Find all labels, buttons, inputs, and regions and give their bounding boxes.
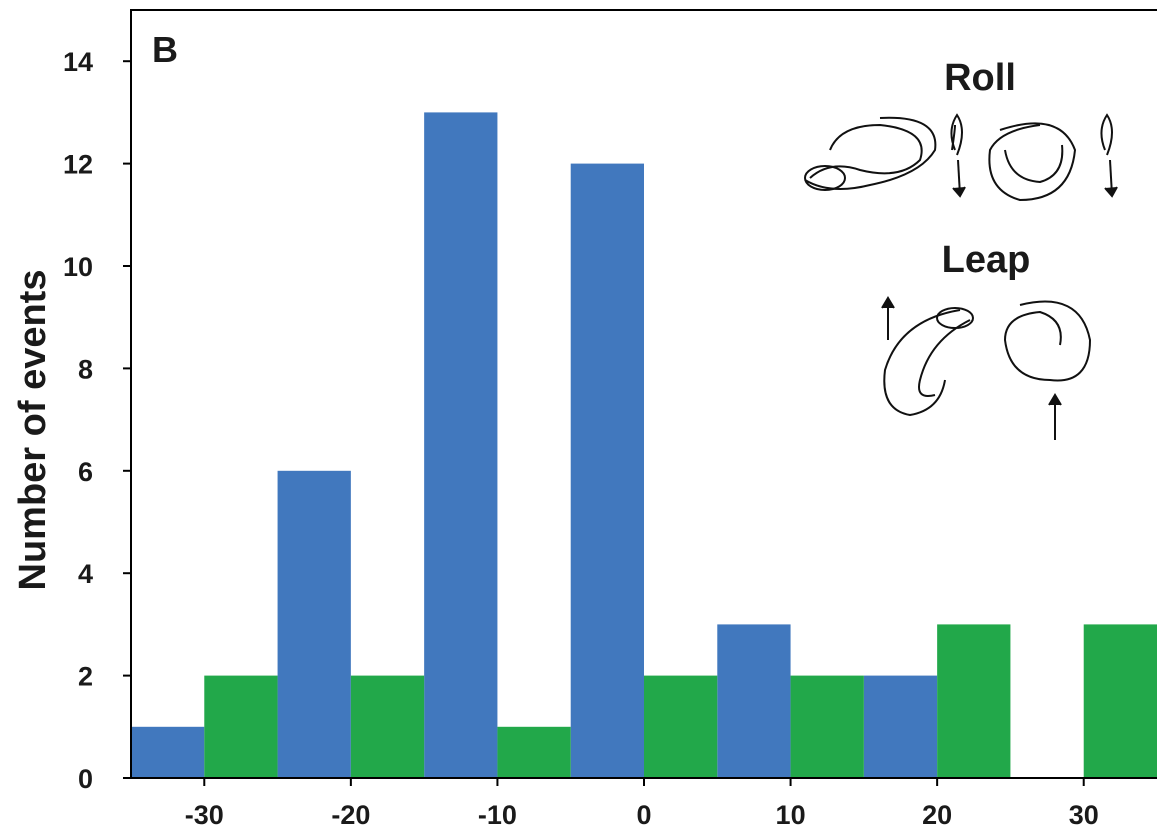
bars bbox=[131, 112, 1157, 779]
y-tick-label: 10 bbox=[63, 252, 93, 282]
y-tick-label: 8 bbox=[78, 354, 93, 384]
bar bbox=[937, 624, 1011, 778]
x-tick-label: 10 bbox=[776, 800, 806, 830]
bar bbox=[1083, 624, 1157, 778]
panel-label: B bbox=[152, 29, 178, 70]
x-tick-label: -10 bbox=[478, 800, 517, 830]
y-axis-label: Number of events bbox=[12, 270, 54, 591]
bar bbox=[424, 112, 498, 778]
y-tick-label: 6 bbox=[78, 457, 93, 487]
bar bbox=[204, 675, 278, 778]
y-tick-label: 2 bbox=[78, 662, 93, 692]
bar bbox=[497, 726, 571, 778]
bar bbox=[277, 470, 351, 778]
bar bbox=[131, 726, 205, 778]
x-tick-label: 0 bbox=[636, 800, 651, 830]
legend-label: Roll bbox=[944, 57, 1016, 99]
y-tick-label: 0 bbox=[78, 764, 93, 794]
bar bbox=[644, 675, 718, 778]
bar bbox=[570, 163, 644, 779]
legend-label: Leap bbox=[942, 239, 1031, 281]
bar bbox=[717, 624, 791, 778]
y-tick-label: 4 bbox=[78, 559, 93, 589]
x-tick-label: -20 bbox=[331, 800, 370, 830]
bar bbox=[350, 675, 425, 778]
bar bbox=[790, 675, 864, 778]
x-tick-label: 30 bbox=[1069, 800, 1099, 830]
fish-illustrations bbox=[804, 113, 1118, 440]
x-tick-label: 20 bbox=[922, 800, 952, 830]
y-tick-label: 14 bbox=[63, 47, 93, 77]
bar bbox=[863, 675, 938, 778]
x-tick-label: -30 bbox=[185, 800, 224, 830]
y-tick-label: 12 bbox=[63, 150, 93, 180]
